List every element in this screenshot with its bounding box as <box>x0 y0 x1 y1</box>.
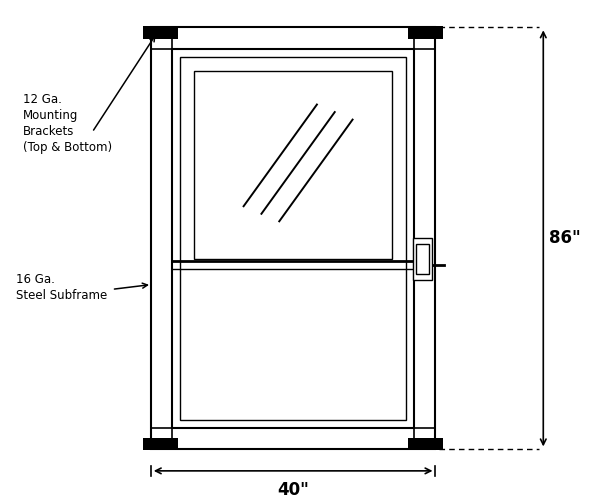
Bar <box>143 437 178 450</box>
Bar <box>181 57 406 420</box>
Bar <box>408 437 443 450</box>
Bar <box>413 238 433 280</box>
Bar <box>416 244 430 274</box>
Text: 16 Ga.
Steel Subframe: 16 Ga. Steel Subframe <box>16 273 107 302</box>
Bar <box>143 27 178 39</box>
Bar <box>194 71 392 259</box>
Text: 12 Ga.
Mounting
Brackets
(Top & Bottom): 12 Ga. Mounting Brackets (Top & Bottom) <box>23 93 112 154</box>
Bar <box>172 49 414 428</box>
Bar <box>151 28 436 449</box>
Text: 86": 86" <box>549 229 581 247</box>
Text: 40": 40" <box>277 480 309 498</box>
Bar <box>408 27 443 39</box>
